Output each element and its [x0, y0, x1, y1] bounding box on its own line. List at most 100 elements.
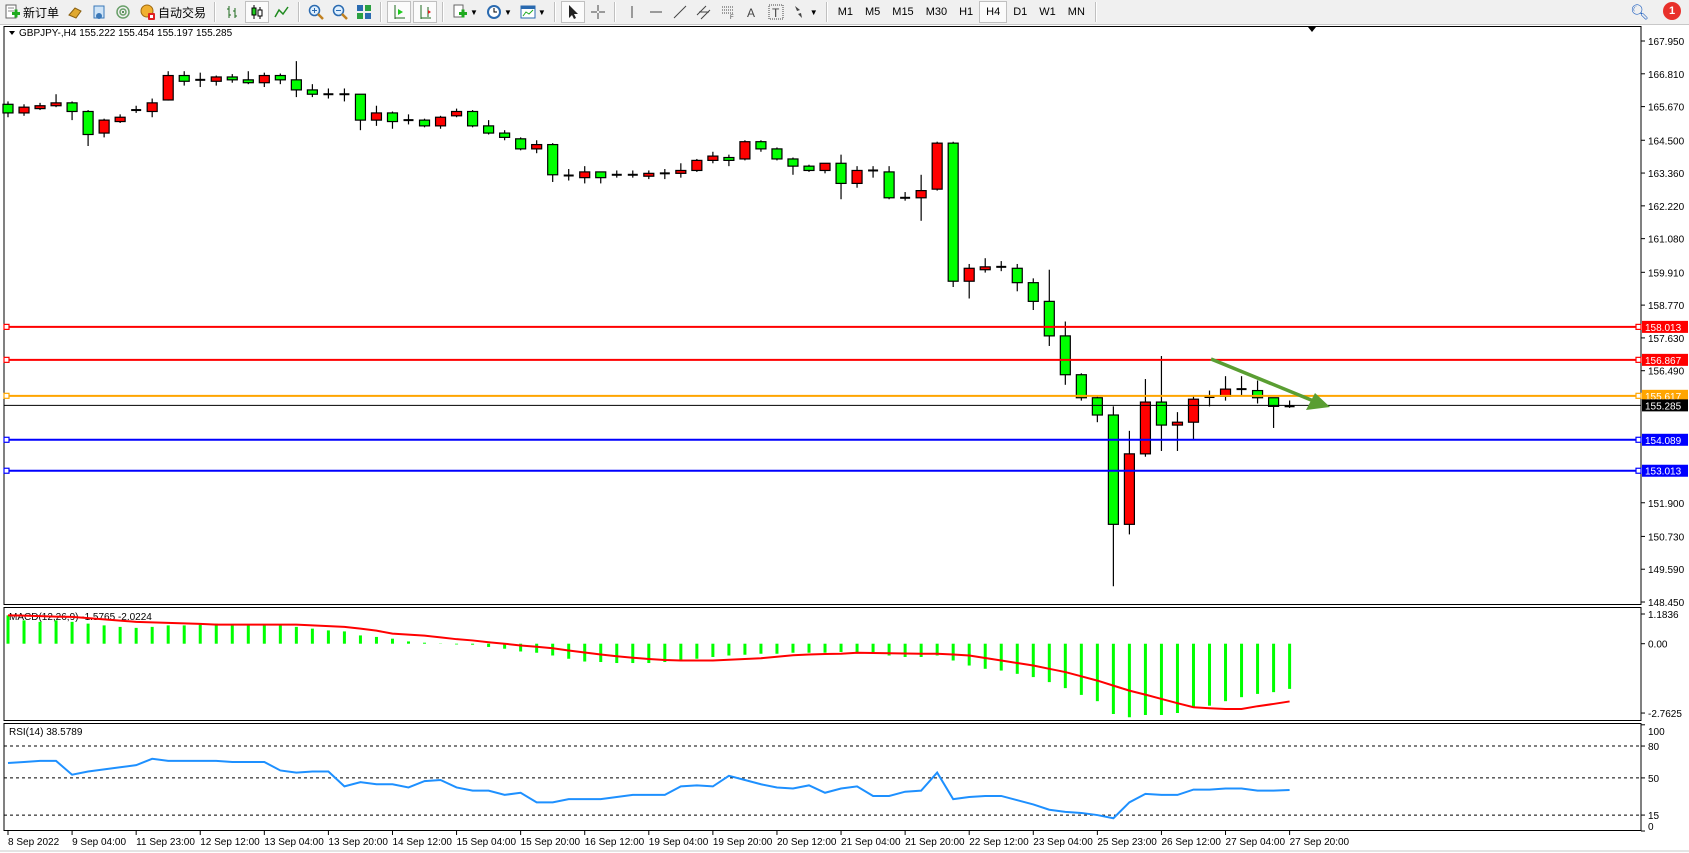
timeframe-m30[interactable]: M30: [925, 6, 948, 18]
candle-bearish: [1155, 401, 1168, 426]
chart-shift-marker-icon[interactable]: [1308, 27, 1316, 32]
trendline-arrow[interactable]: [1210, 357, 1317, 404]
cursor-button[interactable]: [560, 1, 585, 23]
rsi-panel[interactable]: [3, 723, 1642, 831]
crosshair-button[interactable]: [587, 1, 609, 23]
timeframe-h1[interactable]: H1: [959, 6, 974, 18]
candle-bullish: [691, 159, 703, 172]
market-watch-button[interactable]: [88, 1, 110, 23]
candle-bearish: [947, 142, 959, 282]
indicators-icon: [452, 4, 468, 20]
periods-button[interactable]: ▼: [483, 1, 515, 23]
periods-icon: [486, 4, 502, 20]
horizontal-line-button[interactable]: [645, 1, 667, 23]
signal-icon: [115, 4, 131, 20]
auto-scroll-button[interactable]: [387, 1, 412, 23]
auto-trading-button[interactable]: 自动交易: [136, 1, 209, 23]
candle-bearish: [290, 79, 302, 91]
candle-bullish: [1187, 398, 1200, 423]
candle-bullish: [210, 76, 222, 82]
bar-chart-button[interactable]: [221, 1, 243, 23]
toolbar-separator: [214, 2, 217, 22]
candle-bullish: [98, 119, 110, 134]
timeframe-d1[interactable]: D1: [1013, 6, 1028, 18]
timeframe-mn[interactable]: MN: [1067, 6, 1085, 18]
fibonacci-button[interactable]: F: [717, 1, 739, 23]
candle-bullish: [18, 106, 30, 114]
chart-shift-button[interactable]: [413, 1, 438, 23]
time-tick-label: 16 Sep 12:00: [585, 837, 645, 848]
level-handle-right[interactable]: [1635, 392, 1642, 399]
level-handle-left[interactable]: [3, 356, 10, 363]
candle-bearish: [386, 112, 399, 123]
arrows-icon: [792, 4, 808, 20]
candle-bearish: [803, 165, 815, 172]
level-handle-left[interactable]: [3, 467, 10, 474]
candle-bullish: [531, 143, 543, 150]
candle-bearish: [2, 103, 14, 114]
candle-bearish: [418, 119, 431, 127]
search-icon[interactable]: 🔍︎: [1629, 4, 1649, 21]
line-chart-button[interactable]: [271, 1, 293, 23]
timeframe-m5[interactable]: M5: [865, 6, 881, 18]
equidistant-channel-button[interactable]: [693, 1, 715, 23]
candle-bullish: [1123, 453, 1136, 525]
crosshair-icon: [590, 4, 606, 20]
gold-button[interactable]: [64, 1, 86, 23]
candle-bullish: [146, 102, 158, 113]
templates-button[interactable]: ▼: [517, 1, 549, 23]
tile-windows-button[interactable]: [353, 1, 375, 23]
new-order-button[interactable]: 新订单: [1, 1, 62, 23]
candle-bearish: [1027, 282, 1039, 302]
vertical-line-button[interactable]: [621, 1, 643, 23]
chevron-down-icon: ▼: [470, 7, 478, 17]
level-handle-left[interactable]: [3, 436, 10, 443]
time-tick-label: 19 Sep 04:00: [649, 837, 709, 848]
level-handle-right[interactable]: [1635, 356, 1642, 363]
level-handle-left[interactable]: [3, 323, 10, 330]
price-tick-label: 164.500: [1648, 136, 1685, 147]
text-label-button[interactable]: T: [765, 1, 787, 23]
level-handle-right[interactable]: [1635, 467, 1642, 474]
price-tick-label: 149.590: [1648, 565, 1685, 576]
price-tick-label: 148.450: [1648, 598, 1685, 609]
candle-bullish: [739, 141, 751, 160]
candlestick-icon: [249, 4, 265, 20]
timeframe-m15[interactable]: M15: [892, 6, 914, 18]
signal-button[interactable]: [112, 1, 134, 23]
chart-menu-triangle-icon[interactable]: [9, 31, 15, 35]
notification-badge[interactable]: 1: [1663, 2, 1681, 20]
arrows-button[interactable]: ▼: [789, 1, 821, 23]
zoom-out-button[interactable]: [329, 1, 351, 23]
candle-bullish: [707, 155, 719, 161]
time-tick-label: 20 Sep 12:00: [777, 837, 837, 848]
zoom-in-button[interactable]: [305, 1, 327, 23]
candle-bullish: [258, 74, 270, 84]
level-handle-right[interactable]: [1635, 323, 1642, 330]
price-tick-label: 162.220: [1648, 202, 1685, 213]
macd-panel[interactable]: [3, 607, 1642, 721]
candle-bearish: [483, 125, 495, 134]
level-handle-left[interactable]: [3, 392, 10, 399]
text-button[interactable]: A: [741, 1, 763, 23]
timeframe-w1[interactable]: W1: [1039, 6, 1056, 18]
auto-trading-label: 自动交易: [158, 5, 207, 20]
toolbar-separator: [1094, 2, 1097, 22]
trendline-button[interactable]: [669, 1, 691, 23]
price-tick-label: 161.080: [1648, 235, 1685, 246]
svg-text:F: F: [730, 15, 734, 20]
main-panel[interactable]: [3, 26, 1642, 605]
equidistant-channel-icon: [696, 4, 712, 20]
new-order-icon: [4, 4, 20, 20]
timeframe-m1[interactable]: M1: [837, 6, 853, 18]
candlestick-button[interactable]: [245, 1, 270, 23]
svg-text:A: A: [747, 6, 755, 20]
time-tick-label: 19 Sep 20:00: [713, 837, 773, 848]
chart-shift-icon: [417, 4, 433, 20]
candle-bullish: [579, 171, 591, 179]
level-handle-right[interactable]: [1635, 436, 1642, 443]
indicators-button[interactable]: ▼: [449, 1, 481, 23]
time-tick-label: 13 Sep 20:00: [328, 837, 388, 848]
timeframe-h4[interactable]: H4: [979, 1, 1008, 23]
